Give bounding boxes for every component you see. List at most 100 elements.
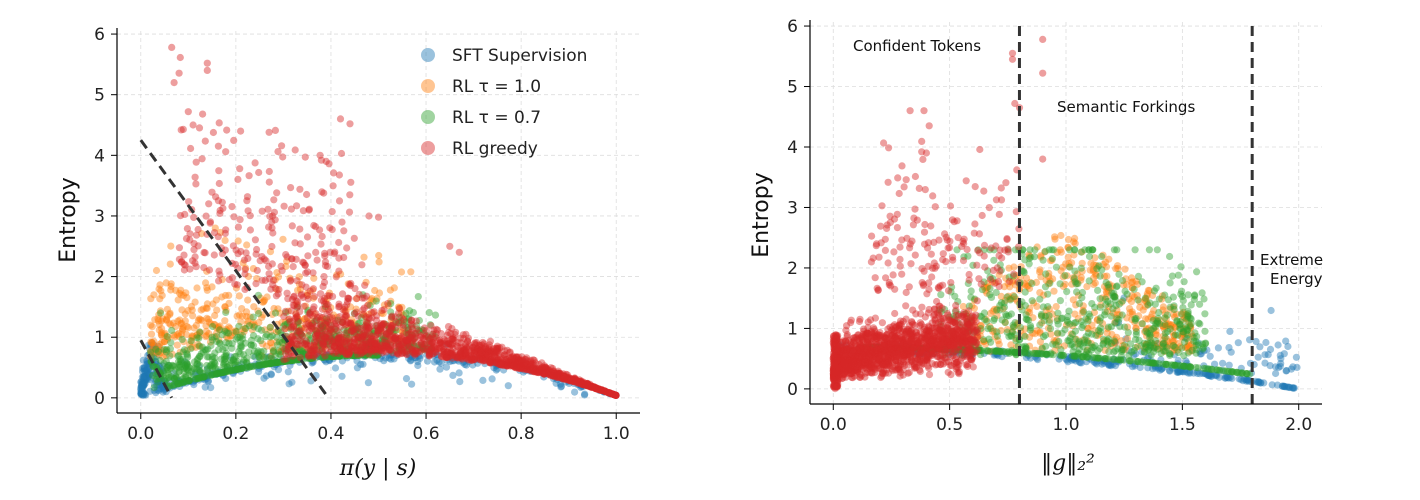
rl07-point: [1066, 246, 1074, 254]
sft-point: [405, 351, 413, 359]
sft-point: [159, 388, 167, 396]
rl07-point: [222, 352, 230, 361]
rl07-point: [1091, 342, 1099, 350]
left-x-tick-label: 0.0: [127, 424, 154, 444]
sft-point: [143, 375, 151, 384]
rl07-point: [1167, 361, 1175, 369]
sft-point: [190, 377, 198, 385]
greedy-point: [240, 256, 248, 264]
rl07-point: [1150, 348, 1158, 356]
rl10-point: [188, 306, 196, 314]
sft-point: [144, 363, 152, 371]
sft-point: [454, 352, 462, 360]
rl07-point: [1077, 248, 1085, 256]
sft-point: [433, 351, 441, 359]
rl07-point: [1080, 308, 1088, 316]
rl10-point: [160, 338, 169, 346]
rl07-point: [1192, 363, 1200, 372]
sft-point: [430, 358, 439, 366]
sft-point: [372, 347, 380, 355]
sft-point: [199, 375, 207, 383]
sft-point: [140, 378, 148, 386]
rl07-point: [1161, 321, 1169, 329]
sft-point: [137, 383, 146, 391]
greedy-point: [253, 266, 261, 275]
greedy-point: [451, 330, 459, 339]
rl10-point: [380, 301, 388, 309]
rl07-point: [1052, 263, 1060, 271]
rl10-point: [163, 305, 171, 313]
rl10-point: [338, 341, 347, 349]
rl10-point: [376, 326, 384, 334]
rl07-point: [1138, 278, 1146, 286]
sft-point: [201, 383, 209, 391]
legend-marker-rl10: [421, 79, 435, 93]
sft-point: [197, 373, 205, 381]
greedy-point: [590, 383, 598, 391]
sft-point: [182, 379, 190, 387]
sft-point: [237, 367, 245, 375]
greedy-point: [441, 337, 449, 345]
sft-point: [564, 377, 573, 385]
greedy-point: [268, 242, 276, 251]
left-y-tick-label: 2: [94, 268, 105, 288]
rl07-point: [1077, 264, 1085, 272]
sft-point: [138, 381, 146, 390]
sft-point: [285, 380, 293, 388]
sft-point: [258, 362, 266, 371]
greedy-point: [176, 53, 184, 62]
greedy-point: [301, 324, 309, 333]
sft-point: [139, 389, 147, 397]
greedy-point: [265, 128, 273, 136]
greedy-point: [277, 262, 285, 270]
sft-point: [231, 364, 239, 372]
sft-point: [271, 361, 279, 369]
sft-point: [554, 376, 562, 384]
greedy-point: [508, 353, 516, 361]
rl07-point: [1142, 358, 1150, 366]
sft-point: [343, 354, 351, 362]
greedy-point: [428, 350, 436, 358]
greedy-point: [251, 236, 259, 244]
sft-point: [139, 379, 147, 387]
rl10-point: [188, 332, 196, 340]
sft-point: [380, 343, 388, 351]
sft-point: [138, 380, 146, 388]
sft-point: [494, 361, 502, 369]
greedy-point: [432, 334, 440, 342]
greedy-point: [560, 373, 568, 381]
greedy-point: [210, 229, 219, 237]
sft-point: [201, 376, 209, 384]
sft-point: [147, 341, 155, 349]
sft-point: [145, 365, 153, 373]
rl07-point: [1180, 362, 1188, 370]
sft-point: [164, 362, 173, 370]
sft-point: [147, 342, 156, 350]
sft-point: [426, 350, 434, 358]
sft-point: [382, 354, 390, 362]
sft-point: [448, 353, 456, 361]
sft-point: [213, 368, 222, 376]
rl07-point: [234, 333, 242, 342]
rl07-point: [1084, 353, 1092, 361]
greedy-point: [269, 276, 278, 284]
sft-point: [154, 342, 162, 350]
rl07-point: [1085, 252, 1094, 261]
sft-point: [342, 350, 350, 358]
sft-point: [247, 362, 255, 370]
greedy-point: [330, 169, 338, 177]
greedy-point: [299, 293, 307, 302]
rl07-point: [1199, 340, 1207, 348]
greedy-point: [402, 336, 410, 344]
rl10-point: [165, 319, 173, 327]
rl10-point: [216, 322, 224, 330]
greedy-point: [289, 318, 297, 326]
greedy-point: [181, 210, 189, 218]
rl07-point: [225, 329, 233, 337]
sft-point: [459, 359, 467, 367]
rl07-point: [221, 344, 229, 352]
sft-point: [414, 352, 422, 360]
rl07-point: [1105, 348, 1113, 356]
sft-point: [325, 351, 333, 359]
rl07-point: [1117, 356, 1125, 364]
